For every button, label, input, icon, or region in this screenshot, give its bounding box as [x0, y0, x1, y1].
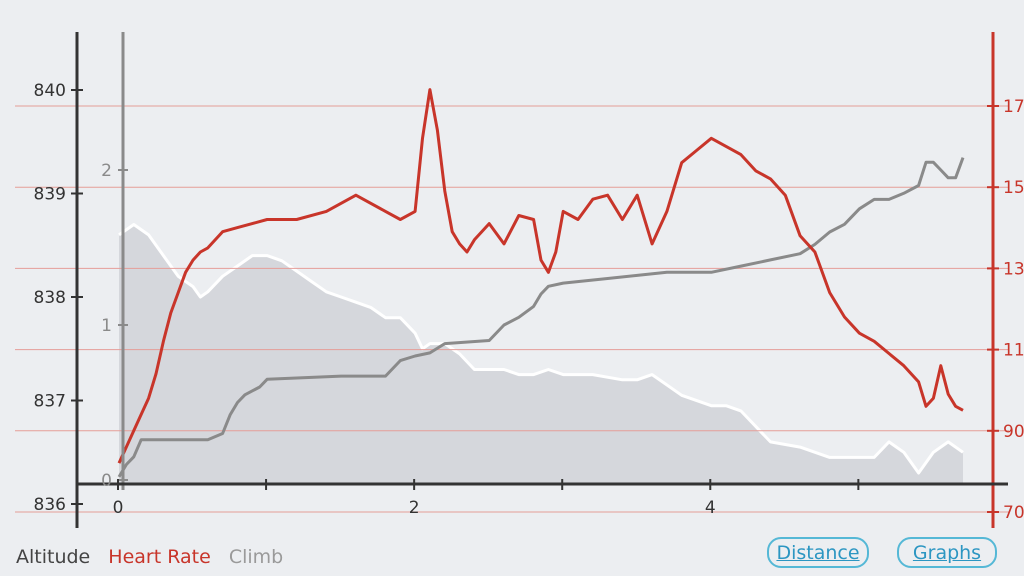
legend-climb[interactable]: Climb — [228, 546, 284, 568]
climb-line — [117, 157, 965, 478]
legend: Altitude Heart Rate Climb — [16, 546, 295, 568]
heart-rate-line — [117, 88, 964, 464]
altitude-tick-label-836: 836 — [34, 495, 66, 515]
graphs-button[interactable]: Graphs — [897, 537, 997, 568]
gridlines — [15, 105, 1009, 513]
heart-rate-layer — [117, 88, 964, 464]
x-tick-label-2: 2 — [409, 498, 420, 518]
x-tick-label-0: 0 — [113, 498, 124, 518]
heart-rate-tick-label-110: 110 — [1003, 341, 1024, 361]
x-tick-label-4: 4 — [705, 498, 716, 518]
distance-button[interactable]: Distance — [767, 537, 869, 568]
altitude-tick-label-840: 840 — [34, 81, 66, 101]
altitude-area-layer — [118, 223, 964, 484]
legend-altitude[interactable]: Altitude — [16, 546, 91, 568]
climb-tick-label-1: 1 — [101, 316, 112, 336]
axes — [71, 32, 1008, 528]
altitude-area — [119, 224, 963, 484]
legend-heart-rate[interactable]: Heart Rate — [108, 546, 211, 568]
altitude-tick-label-837: 837 — [34, 392, 66, 412]
climb-layer — [117, 157, 965, 478]
heart-rate-tick-label-70: 70 — [1003, 503, 1024, 523]
heart-rate-tick-label-90: 90 — [1003, 422, 1024, 442]
heart-rate-tick-label-170: 170 — [1003, 97, 1024, 117]
altitude-tick-label-838: 838 — [34, 288, 66, 308]
climb-tick-label-2: 2 — [101, 161, 112, 181]
altitude-tick-label-839: 839 — [34, 185, 66, 205]
heart-rate-tick-label-150: 150 — [1003, 178, 1024, 198]
heart-rate-tick-label-130: 130 — [1003, 259, 1024, 279]
climb-tick-label-0: 0 — [101, 471, 112, 491]
altitude-line — [118, 223, 964, 475]
tick-labels: 836 837 838 839 840 0 1 2 70 90 110 130 150 170 0 2 4 — [34, 81, 1024, 523]
